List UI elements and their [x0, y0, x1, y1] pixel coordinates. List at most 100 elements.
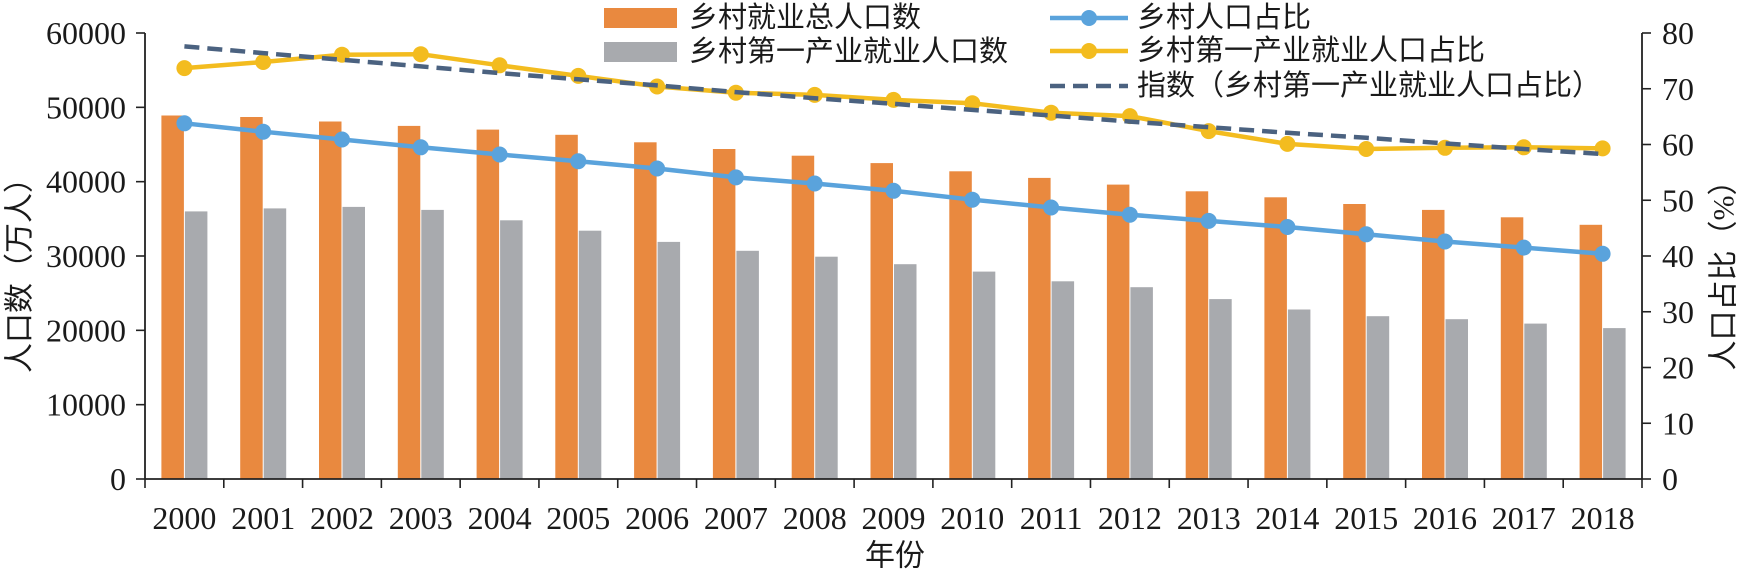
bars	[161, 115, 1626, 480]
point-rural-population-share-2001	[255, 123, 272, 140]
legend-label: 乡村第一产业就业人口数	[689, 35, 1008, 68]
legend-item-total-rural-employment: 乡村就业总人口数	[604, 1, 921, 34]
bar-series-rural-primary-employment	[184, 206, 1626, 480]
x-tick-label-2010: 2010	[940, 500, 1004, 536]
bar-total-rural-employment-2006	[634, 142, 657, 480]
point-rural-population-share-2011	[1043, 199, 1060, 216]
y2-tick-label-0: 0	[1662, 461, 1678, 497]
bar-rural-primary-employment-2013	[1209, 299, 1232, 479]
point-rural-primary-share-2003	[412, 46, 429, 63]
point-rural-population-share-2008	[806, 175, 823, 192]
x-tick-label-2009: 2009	[862, 500, 926, 536]
bar-rural-primary-employment-2002	[342, 206, 365, 479]
point-rural-population-share-2015	[1358, 226, 1375, 243]
bar-total-rural-employment-2014	[1264, 197, 1287, 480]
y2-axis-title: 人口占比（%）	[1708, 166, 1741, 371]
point-rural-primary-share-2011	[1043, 104, 1060, 121]
x-tick-label-2013: 2013	[1177, 500, 1241, 536]
y2-tick-label-50: 50	[1662, 182, 1694, 218]
point-rural-primary-share-2015	[1358, 141, 1375, 157]
point-rural-population-share-2016	[1437, 233, 1453, 250]
legend-item-rural-primary-share-index: 指数（乡村第一产业就业人口占比）	[1050, 69, 1601, 102]
y-tick-label-60000: 60000	[46, 15, 126, 51]
point-rural-primary-share-2001	[255, 54, 272, 70]
legend-marker	[1081, 10, 1097, 26]
y2-tick-label-70: 70	[1662, 71, 1694, 107]
legend-label: 乡村就业总人口数	[689, 1, 921, 34]
x-tick-label-2008: 2008	[783, 500, 847, 536]
point-rural-population-share-2000	[176, 115, 193, 132]
x-tick-label-2006: 2006	[625, 500, 689, 536]
x-tick-label-2017: 2017	[1492, 500, 1556, 536]
bar-total-rural-employment-2018	[1579, 224, 1603, 479]
trendline-rural-primary-share-index	[184, 44, 1603, 157]
point-rural-primary-share-2014	[1279, 135, 1296, 152]
bar-total-rural-employment-2002	[319, 121, 342, 479]
bar-total-rural-employment-2008	[791, 155, 815, 479]
legend-label: 乡村人口占比	[1137, 1, 1311, 34]
legend-marker	[1081, 43, 1097, 59]
point-rural-population-share-2003	[412, 139, 429, 156]
legend-swatch	[604, 42, 677, 62]
bar-total-rural-employment-2012	[1106, 184, 1130, 479]
bar-total-rural-employment-2003	[397, 125, 421, 480]
point-rural-primary-share-2004	[491, 57, 508, 74]
bar-total-rural-employment-2011	[1028, 177, 1051, 479]
bar-rural-primary-employment-2001	[263, 208, 287, 479]
x-tick-label-2014: 2014	[1255, 500, 1319, 536]
bar-total-rural-employment-2017	[1500, 217, 1524, 480]
point-rural-population-share-2004	[491, 146, 508, 163]
bar-total-rural-employment-2007	[712, 149, 736, 479]
x-tick-label-2018: 2018	[1571, 500, 1635, 536]
line-series-rural-population-share	[176, 115, 1611, 262]
bar-total-rural-employment-2013	[1185, 191, 1209, 480]
bar-total-rural-employment-2004	[476, 129, 500, 479]
bar-total-rural-employment-2001	[240, 117, 263, 479]
legend-item-rural-primary-share: 乡村第一产业就业人口占比	[1050, 34, 1485, 67]
x-tick-label-2001: 2001	[231, 500, 295, 536]
x-axis-title: 年份	[865, 540, 925, 573]
x-tick-label-2002: 2002	[310, 500, 374, 536]
legend-label: 指数（乡村第一产业就业人口占比）	[1137, 69, 1601, 102]
bar-total-rural-employment-2016	[1422, 209, 1445, 479]
point-rural-population-share-2005	[570, 153, 587, 170]
x-tick-label-2011: 2011	[1020, 500, 1083, 536]
point-rural-population-share-2002	[334, 131, 350, 148]
point-rural-population-share-2013	[1200, 212, 1217, 229]
point-rural-primary-share-2000	[176, 60, 193, 77]
y2-tick-label-80: 80	[1662, 15, 1694, 51]
legend-item-rural-primary-employment: 乡村第一产业就业人口数	[604, 35, 1008, 68]
y-tick-label-0: 0	[110, 461, 126, 497]
bar-rural-primary-employment-2009	[894, 264, 917, 479]
legend-label: 乡村第一产业就业人口占比	[1137, 34, 1485, 67]
y-tick-label-20000: 20000	[46, 312, 126, 348]
bar-rural-primary-employment-2011	[1051, 281, 1075, 479]
x-tick-label-2012: 2012	[1098, 500, 1162, 536]
x-tick-label-2004: 2004	[468, 500, 532, 536]
bar-total-rural-employment-2009	[870, 163, 893, 479]
y2-tick-label-20: 20	[1662, 350, 1694, 386]
bar-total-rural-employment-2015	[1343, 204, 1366, 479]
bar-rural-primary-employment-2010	[972, 271, 996, 479]
bar-total-rural-employment-2005	[555, 134, 578, 480]
point-rural-population-share-2007	[727, 169, 744, 186]
bar-rural-primary-employment-2004	[500, 220, 523, 480]
point-rural-population-share-2006	[649, 160, 666, 177]
lines	[176, 44, 1611, 262]
bar-rural-primary-employment-2008	[815, 256, 838, 479]
point-rural-primary-share-2018	[1594, 140, 1611, 157]
bar-total-rural-employment-2000	[161, 115, 184, 479]
bar-rural-primary-employment-2018	[1603, 328, 1626, 479]
y2-tick-label-40: 40	[1662, 238, 1694, 274]
point-rural-population-share-2018	[1594, 245, 1611, 262]
bar-rural-primary-employment-2003	[421, 209, 444, 479]
y-tick-label-10000: 10000	[46, 387, 126, 423]
x-tick-label-2000: 2000	[152, 500, 216, 536]
y-axis-title: 人口数（万人）	[4, 163, 37, 373]
x-tick-label-2003: 2003	[389, 500, 453, 536]
y2-tick-label-30: 30	[1662, 294, 1694, 330]
point-rural-population-share-2017	[1515, 239, 1532, 256]
line-series-rural-primary-share	[176, 46, 1611, 157]
x-tick-label-2007: 2007	[704, 500, 768, 536]
